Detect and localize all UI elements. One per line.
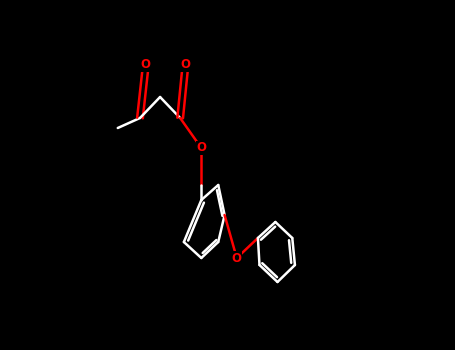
- Text: O: O: [181, 58, 191, 71]
- Text: O: O: [196, 141, 206, 154]
- Text: O: O: [232, 252, 242, 265]
- Text: O: O: [141, 58, 151, 71]
